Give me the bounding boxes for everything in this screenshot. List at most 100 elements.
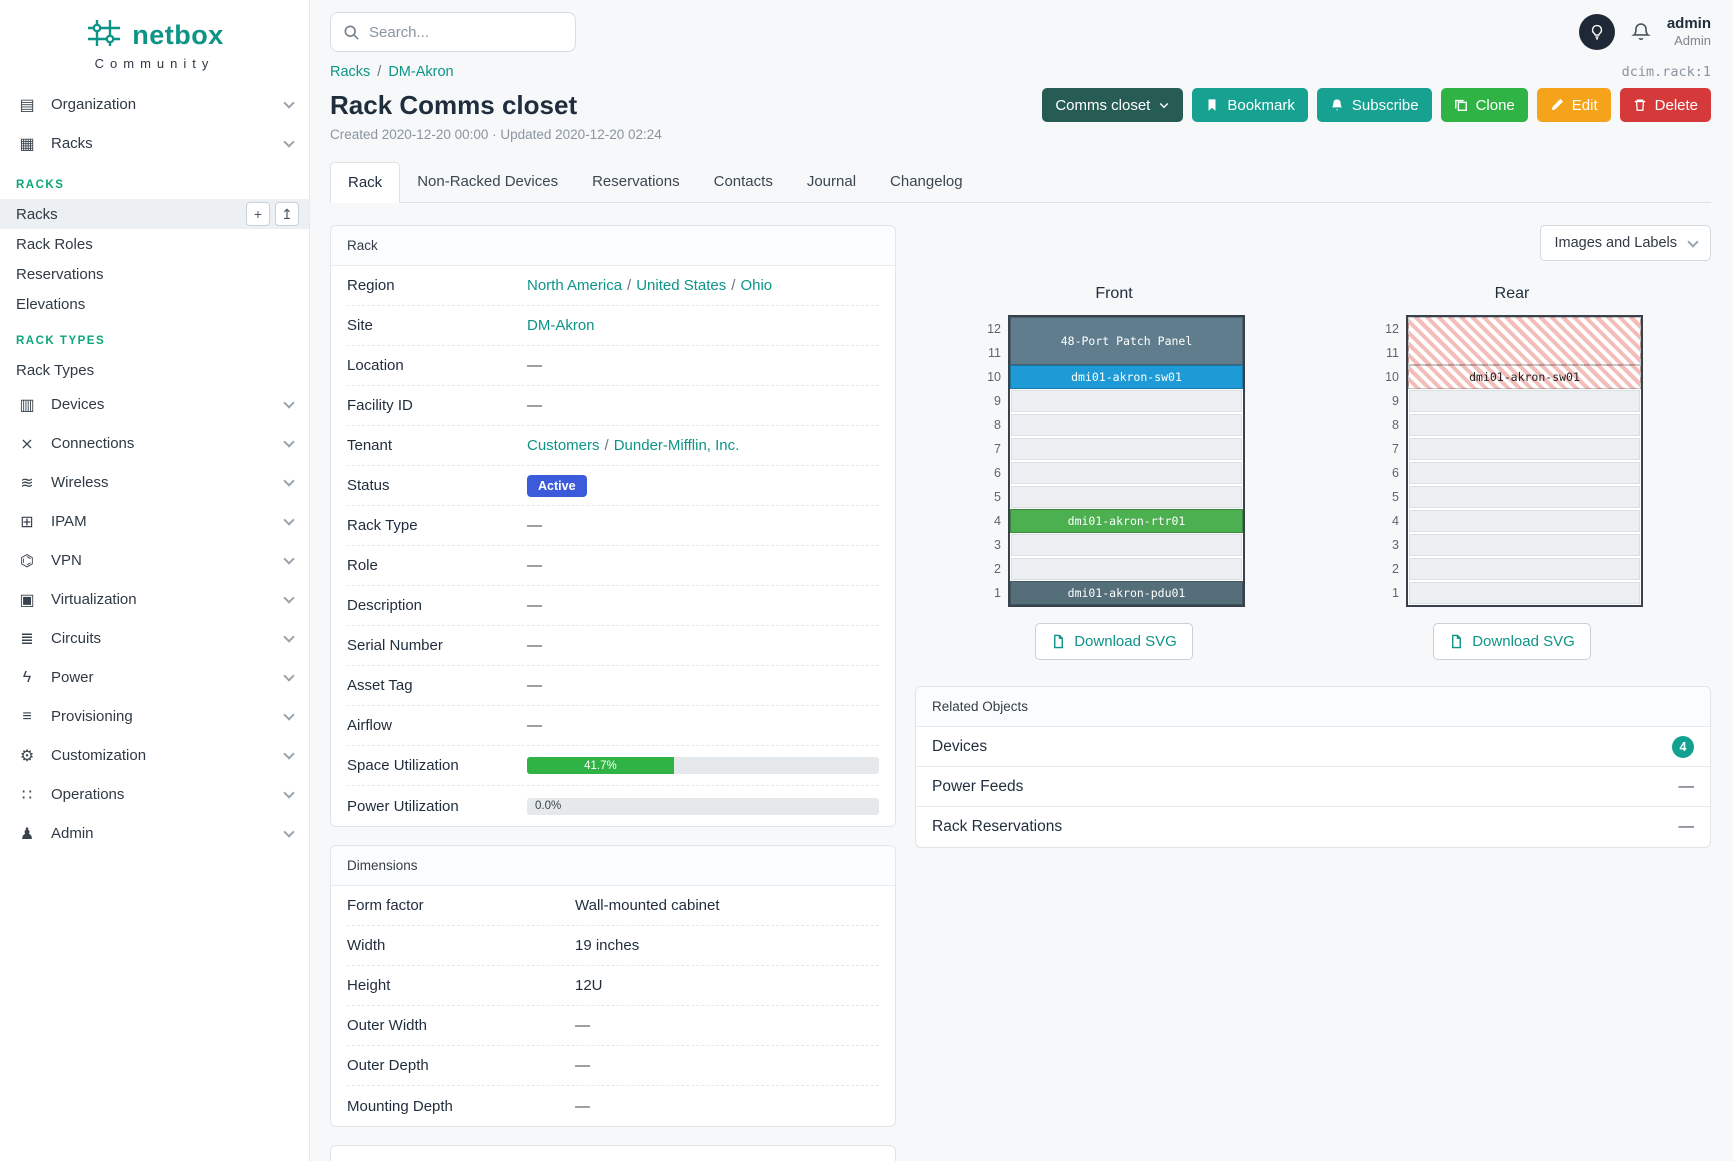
rack-slot-empty[interactable] — [1408, 485, 1641, 509]
lightbulb-icon — [1589, 24, 1605, 40]
row-label: Tenant — [347, 437, 393, 454]
link-north-america[interactable]: North America — [527, 277, 623, 294]
tab-rack[interactable]: Rack — [330, 162, 401, 203]
rack-device-hatched[interactable] — [1408, 317, 1641, 365]
tab-journal[interactable]: Journal — [806, 173, 857, 190]
user-menu[interactable]: admin Admin — [1667, 15, 1711, 50]
tab-non-racked-devices[interactable]: Non-Racked Devices — [417, 173, 559, 190]
sidebar-subitem-racks[interactable]: Racks + ↥ — [0, 199, 309, 229]
rack-slot-empty[interactable] — [1408, 509, 1641, 533]
chevron-down-icon — [1158, 99, 1170, 111]
brand[interactable]: netbox Community — [0, 0, 309, 85]
rack-slot-empty[interactable] — [1408, 413, 1641, 437]
sidebar-item-power[interactable]: ϟ Power — [0, 658, 309, 697]
sidebar-item-vpn[interactable]: ⌬ VPN — [0, 541, 309, 580]
dark-mode-toggle[interactable] — [1578, 14, 1615, 50]
images-and-labels-select[interactable]: Images and Labels — [1540, 225, 1711, 261]
images-and-labels-label: Images and Labels — [1554, 235, 1677, 251]
progress-label: 0.0% — [535, 800, 562, 812]
row-label: Outer Depth — [347, 1057, 429, 1074]
rack-slot-empty[interactable] — [1408, 557, 1641, 581]
rack-slot-empty[interactable] — [1010, 533, 1243, 557]
front-download-svg-button[interactable]: Download SVG — [1035, 623, 1193, 660]
rack-slot-empty[interactable] — [1408, 533, 1641, 557]
rack-slot-empty[interactable] — [1408, 389, 1641, 413]
rack-slot-empty[interactable] — [1408, 461, 1641, 485]
breadcrumb-link-dm-akron[interactable]: DM-Akron — [388, 64, 454, 80]
sidebar-item-operations[interactable]: ∷ Operations — [0, 775, 309, 814]
comms-closet-button[interactable]: Comms closet — [1042, 88, 1184, 122]
breadcrumb-link-racks[interactable]: Racks — [330, 64, 371, 80]
search-input[interactable] — [369, 23, 568, 41]
row-value: — — [575, 1098, 879, 1115]
rack-slot-empty[interactable] — [1010, 485, 1243, 509]
rack-device-dmi01-akron-rtr01[interactable]: dmi01-akron-rtr01 — [1010, 509, 1243, 533]
import-button[interactable]: ↥ — [275, 202, 299, 226]
sidebar-item-ipam[interactable]: ⊞ IPAM — [0, 502, 309, 541]
related-row-devices[interactable]: Devices 4 — [916, 727, 1710, 767]
rack-device-dmi01-akron-sw01[interactable]: dmi01-akron-sw01 — [1010, 365, 1243, 389]
button-label: Delete — [1654, 96, 1698, 114]
rear-download-svg-button[interactable]: Download SVG — [1433, 623, 1591, 660]
link-customers[interactable]: Customers — [527, 437, 600, 454]
circuits-icon: ≣ — [20, 630, 34, 648]
chevron-down-icon — [283, 474, 295, 487]
link-dm-akron[interactable]: DM-Akron — [527, 317, 595, 334]
rack-slot-empty[interactable] — [1010, 389, 1243, 413]
rack-slot-empty[interactable] — [1010, 461, 1243, 485]
link-united-states[interactable]: United States — [636, 277, 727, 294]
clone-button[interactable]: Clone — [1440, 88, 1528, 122]
sidebar-subitem-elevations[interactable]: Elevations — [0, 289, 309, 319]
sidebar-item-label: Virtualization — [51, 591, 137, 608]
rack-slot-empty[interactable] — [1408, 581, 1641, 605]
bookmark-button[interactable]: Bookmark — [1192, 88, 1308, 122]
row-text-value: 12U — [575, 977, 603, 994]
sidebar-subitem-rack-types[interactable]: Rack Types — [0, 355, 309, 385]
sidebar-item-admin[interactable]: ♟ Admin — [0, 814, 309, 853]
sidebar-item-provisioning[interactable]: ≡ Provisioning — [0, 697, 309, 736]
related-row-power-feeds[interactable]: Power Feeds — — [916, 767, 1710, 807]
sidebar-item-circuits[interactable]: ≣ Circuits — [0, 619, 309, 658]
table-row-height: Height 12U — [347, 966, 879, 1006]
rack-slot-empty[interactable] — [1408, 437, 1641, 461]
button-label: Edit — [1571, 96, 1598, 114]
sidebar-item-label: Organization — [51, 96, 137, 113]
sidebar-item-racks[interactable]: ▦ Racks — [0, 124, 309, 163]
subscribe-button[interactable]: Subscribe — [1316, 88, 1432, 122]
delete-button[interactable]: Delete — [1619, 88, 1711, 122]
rack-device-dmi01-akron-pdu01[interactable]: dmi01-akron-pdu01 — [1010, 581, 1243, 605]
sidebar-item-virtualization[interactable]: ▣ Virtualization — [0, 580, 309, 619]
rack-device-dmi01-akron-sw01[interactable]: dmi01-akron-sw01 — [1408, 365, 1641, 389]
row-text-value: — — [527, 717, 542, 734]
tab-contacts[interactable]: Contacts — [713, 173, 773, 190]
link-ohio[interactable]: Ohio — [740, 277, 773, 294]
tab-changelog[interactable]: Changelog — [890, 173, 963, 190]
row-text-value: — — [527, 597, 542, 614]
row-value: 12U — [575, 977, 879, 994]
add-button[interactable]: + — [246, 202, 270, 226]
sidebar-item-devices[interactable]: ▥ Devices — [0, 385, 309, 424]
rear-unit-numbers: 12 11 10 9 8 7 6 5 4 3 2 1 — [1381, 315, 1399, 607]
rack-device-48-port-patch-panel[interactable]: 48-Port Patch Panel — [1010, 317, 1243, 365]
edit-button[interactable]: Edit — [1536, 88, 1611, 122]
sidebar-subitem-rack-roles[interactable]: Rack Roles — [0, 229, 309, 259]
sidebar: netbox Community ▤ Organization ▦ Racks RACK… — [0, 0, 310, 1161]
rack-slot-empty[interactable] — [1010, 413, 1243, 437]
tab-reservations[interactable]: Reservations — [592, 173, 680, 190]
notifications-button[interactable] — [1631, 22, 1651, 42]
related-row-rack-reservations[interactable]: Rack Reservations — — [916, 807, 1710, 847]
rack-slot-empty[interactable] — [1010, 557, 1243, 581]
table-row-rack-type: Rack Type — — [347, 506, 879, 546]
sidebar-subitem-reservations[interactable]: Reservations — [0, 259, 309, 289]
sidebar-item-wireless[interactable]: ≋ Wireless — [0, 463, 309, 502]
dimensions-panel-title: Dimensions — [331, 846, 895, 886]
rack-slot-empty[interactable] — [1010, 437, 1243, 461]
row-text-value: — — [575, 1057, 590, 1074]
sidebar-item-organization[interactable]: ▤ Organization — [0, 85, 309, 124]
row-value: Customers / Dunder-Mifflin, Inc. — [527, 437, 879, 454]
sidebar-item-customization[interactable]: ⚙ Customization — [0, 736, 309, 775]
sidebar-item-connections[interactable]: ⨯ Connections — [0, 424, 309, 463]
row-value: 19 inches — [575, 937, 879, 954]
download-svg-label: Download SVG — [1074, 633, 1177, 650]
link-dunder-mifflin-inc[interactable]: Dunder-Mifflin, Inc. — [613, 437, 740, 454]
